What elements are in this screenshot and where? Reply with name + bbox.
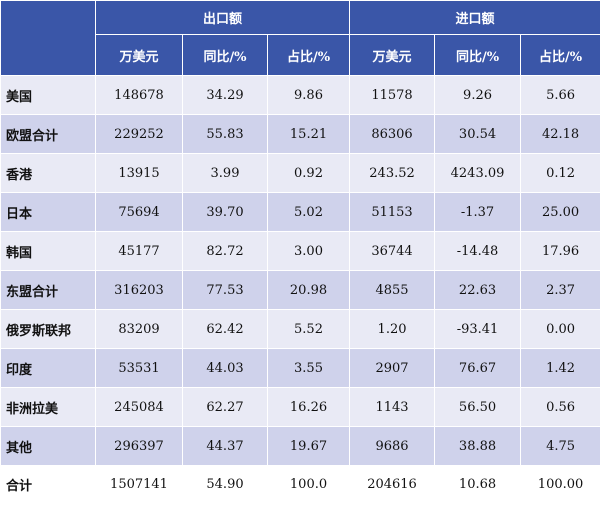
import-yoy-cell: 4243.09 <box>434 153 522 193</box>
import-yoy-cell: 22.63 <box>434 270 522 310</box>
export-share-header: 占比/% <box>266 34 351 76</box>
table-row: 印度 53531 44.03 3.55 2907 76.67 1.42 <box>0 348 600 388</box>
import-share-cell: 0.12 <box>520 153 600 193</box>
export-amount-cell: 245084 <box>95 387 183 427</box>
import-yoy-cell: 9.26 <box>434 75 522 115</box>
import-share-cell: 42.18 <box>520 114 600 154</box>
export-yoy-cell: 55.83 <box>182 114 268 154</box>
import-share-cell: 100.00 <box>520 465 600 503</box>
row-label: 非洲拉美 <box>0 387 96 427</box>
row-label: 美国 <box>0 75 96 115</box>
export-amount-cell: 75694 <box>95 192 183 232</box>
table-row: 欧盟合计 229252 55.83 15.21 86306 30.54 42.18 <box>0 114 600 154</box>
import-yoy-cell: -1.37 <box>434 192 522 232</box>
row-label: 其他 <box>0 426 96 466</box>
row-label: 合计 <box>0 465 96 503</box>
export-group-header: 出口额 <box>94 0 351 35</box>
import-group-header: 进口额 <box>349 0 600 35</box>
import-share-header: 占比/% <box>520 34 600 76</box>
export-amount-cell: 229252 <box>95 114 183 154</box>
export-yoy-cell: 44.03 <box>182 348 268 388</box>
table-row: 美国 148678 34.29 9.86 11578 9.26 5.66 <box>0 75 600 115</box>
import-yoy-cell: 10.68 <box>434 465 522 503</box>
row-label: 韩国 <box>0 231 96 271</box>
import-yoy-cell: 30.54 <box>434 114 522 154</box>
table-row: 日本 75694 39.70 5.02 51153 -1.37 25.00 <box>0 192 600 232</box>
export-amount-header: 万美元 <box>95 34 183 76</box>
import-amount-cell: 204616 <box>349 465 436 503</box>
import-share-cell: 4.75 <box>520 426 600 466</box>
export-amount-cell: 296397 <box>95 426 183 466</box>
export-amount-cell: 316203 <box>95 270 183 310</box>
export-share-cell: 5.52 <box>266 309 351 349</box>
import-share-cell: 2.37 <box>520 270 600 310</box>
row-label: 欧盟合计 <box>0 114 96 154</box>
export-share-cell: 100.0 <box>266 465 351 503</box>
export-share-cell: 3.55 <box>266 348 351 388</box>
import-share-cell: 1.42 <box>520 348 600 388</box>
row-label: 香港 <box>0 153 96 193</box>
export-amount-cell: 148678 <box>95 75 183 115</box>
export-yoy-cell: 44.37 <box>182 426 268 466</box>
export-yoy-cell: 62.42 <box>182 309 268 349</box>
export-amount-cell: 1507141 <box>95 465 183 503</box>
import-amount-header: 万美元 <box>349 34 436 76</box>
row-label: 日本 <box>0 192 96 232</box>
table-row: 东盟合计 316203 77.53 20.98 4855 22.63 2.37 <box>0 270 600 310</box>
export-yoy-cell: 54.90 <box>182 465 268 503</box>
export-yoy-cell: 39.70 <box>182 192 268 232</box>
export-share-cell: 9.86 <box>266 75 351 115</box>
import-yoy-cell: 38.88 <box>434 426 522 466</box>
export-amount-cell: 83209 <box>95 309 183 349</box>
import-share-cell: 0.00 <box>520 309 600 349</box>
table-row: 非洲拉美 245084 62.27 16.26 1143 56.50 0.56 <box>0 387 600 427</box>
import-yoy-cell: -14.48 <box>434 231 522 271</box>
export-share-cell: 20.98 <box>266 270 351 310</box>
export-share-cell: 3.00 <box>266 231 351 271</box>
export-yoy-cell: 34.29 <box>182 75 268 115</box>
export-yoy-cell: 3.99 <box>182 153 268 193</box>
import-amount-cell: 11578 <box>349 75 436 115</box>
import-amount-cell: 51153 <box>349 192 436 232</box>
import-yoy-cell: 56.50 <box>434 387 522 427</box>
import-amount-cell: 36744 <box>349 231 436 271</box>
import-amount-cell: 243.52 <box>349 153 436 193</box>
import-share-cell: 25.00 <box>520 192 600 232</box>
export-amount-cell: 13915 <box>95 153 183 193</box>
export-amount-cell: 45177 <box>95 231 183 271</box>
import-amount-cell: 9686 <box>349 426 436 466</box>
row-label: 俄罗斯联邦 <box>0 309 96 349</box>
import-share-cell: 0.56 <box>520 387 600 427</box>
export-yoy-cell: 77.53 <box>182 270 268 310</box>
table-row: 其他 296397 44.37 19.67 9686 38.88 4.75 <box>0 426 600 466</box>
import-share-cell: 17.96 <box>520 231 600 271</box>
import-amount-cell: 4855 <box>349 270 436 310</box>
import-yoy-cell: 76.67 <box>434 348 522 388</box>
table-row: 俄罗斯联邦 83209 62.42 5.52 1.20 -93.41 0.00 <box>0 309 600 349</box>
import-share-cell: 5.66 <box>520 75 600 115</box>
import-amount-cell: 2907 <box>349 348 436 388</box>
table-row: 香港 13915 3.99 0.92 243.52 4243.09 0.12 <box>0 153 600 193</box>
table-body: 美国 148678 34.29 9.86 11578 9.26 5.66 欧盟合计 229252… <box>0 75 600 503</box>
export-share-cell: 0.92 <box>266 153 351 193</box>
export-yoy-header: 同比/% <box>182 34 268 76</box>
corner-header <box>0 0 96 76</box>
export-share-cell: 19.67 <box>266 426 351 466</box>
table-row: 韩国 45177 82.72 3.00 36744 -14.48 17.96 <box>0 231 600 271</box>
row-label: 印度 <box>0 348 96 388</box>
export-share-cell: 5.02 <box>266 192 351 232</box>
import-amount-cell: 1143 <box>349 387 436 427</box>
import-amount-cell: 1.20 <box>349 309 436 349</box>
total-row: 合计 1507141 54.90 100.0 204616 10.68 100.00 <box>0 465 600 503</box>
export-share-cell: 16.26 <box>266 387 351 427</box>
export-yoy-cell: 82.72 <box>182 231 268 271</box>
import-yoy-header: 同比/% <box>434 34 522 76</box>
row-label: 东盟合计 <box>0 270 96 310</box>
export-amount-cell: 53531 <box>95 348 183 388</box>
import-amount-cell: 86306 <box>349 114 436 154</box>
import-yoy-cell: -93.41 <box>434 309 522 349</box>
export-share-cell: 15.21 <box>266 114 351 154</box>
export-yoy-cell: 62.27 <box>182 387 268 427</box>
